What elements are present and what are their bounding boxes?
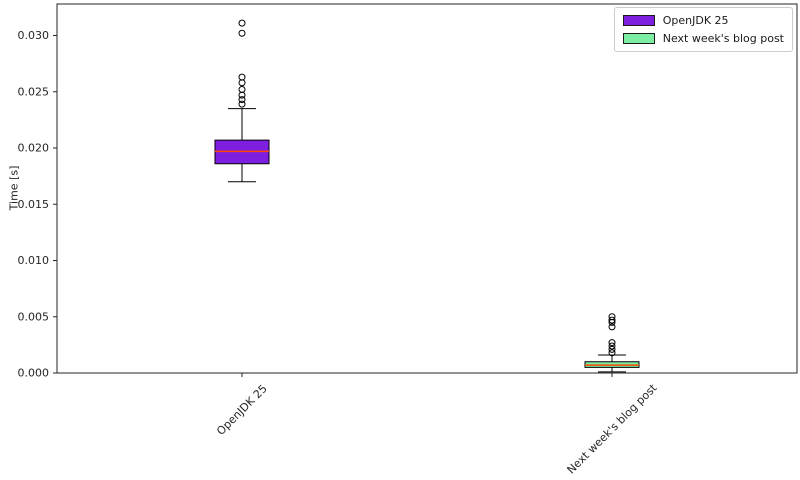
y-tick-label: 0.020 <box>18 142 50 155</box>
y-tick-label: 0.005 <box>18 310 50 323</box>
legend-entry-blogpost: Next week's blog post <box>622 32 784 45</box>
outlier-point <box>608 345 616 353</box>
legend-entry-openjdk: OpenJDK 25 <box>622 14 784 27</box>
outlier-point <box>238 29 246 37</box>
legend-swatch-openjdk-icon <box>622 15 655 26</box>
plot-border <box>56 3 798 374</box>
outlier-point <box>238 19 246 27</box>
legend: OpenJDK 25 Next week's blog post <box>613 7 793 52</box>
box-group-1 <box>214 19 270 183</box>
outlier-point <box>238 96 246 104</box>
outlier-point <box>608 323 616 331</box>
outlier-point <box>238 91 246 99</box>
box-group-2 <box>584 313 640 373</box>
y-axis-label: Time [s] <box>7 165 21 211</box>
outlier-point <box>608 316 616 324</box>
outlier-point <box>608 349 616 357</box>
outlier-point <box>238 100 246 108</box>
y-tick-label: 0.010 <box>18 254 50 267</box>
legend-label-blogpost: Next week's blog post <box>662 32 784 45</box>
outlier-point <box>608 342 616 350</box>
outlier-point <box>608 339 616 347</box>
outlier-point <box>608 313 616 321</box>
outlier-point <box>238 86 246 93</box>
outlier-point <box>238 79 246 87</box>
legend-swatch-blogpost-icon <box>622 33 655 44</box>
outlier-point <box>238 73 246 81</box>
y-tick-label: 0.025 <box>18 85 50 98</box>
y-tick-label: 0.030 <box>18 29 50 42</box>
y-tick-label: 0.015 <box>18 198 50 211</box>
legend-label-openjdk: OpenJDK 25 <box>662 14 729 27</box>
y-tick-label: 0.000 <box>18 367 50 380</box>
